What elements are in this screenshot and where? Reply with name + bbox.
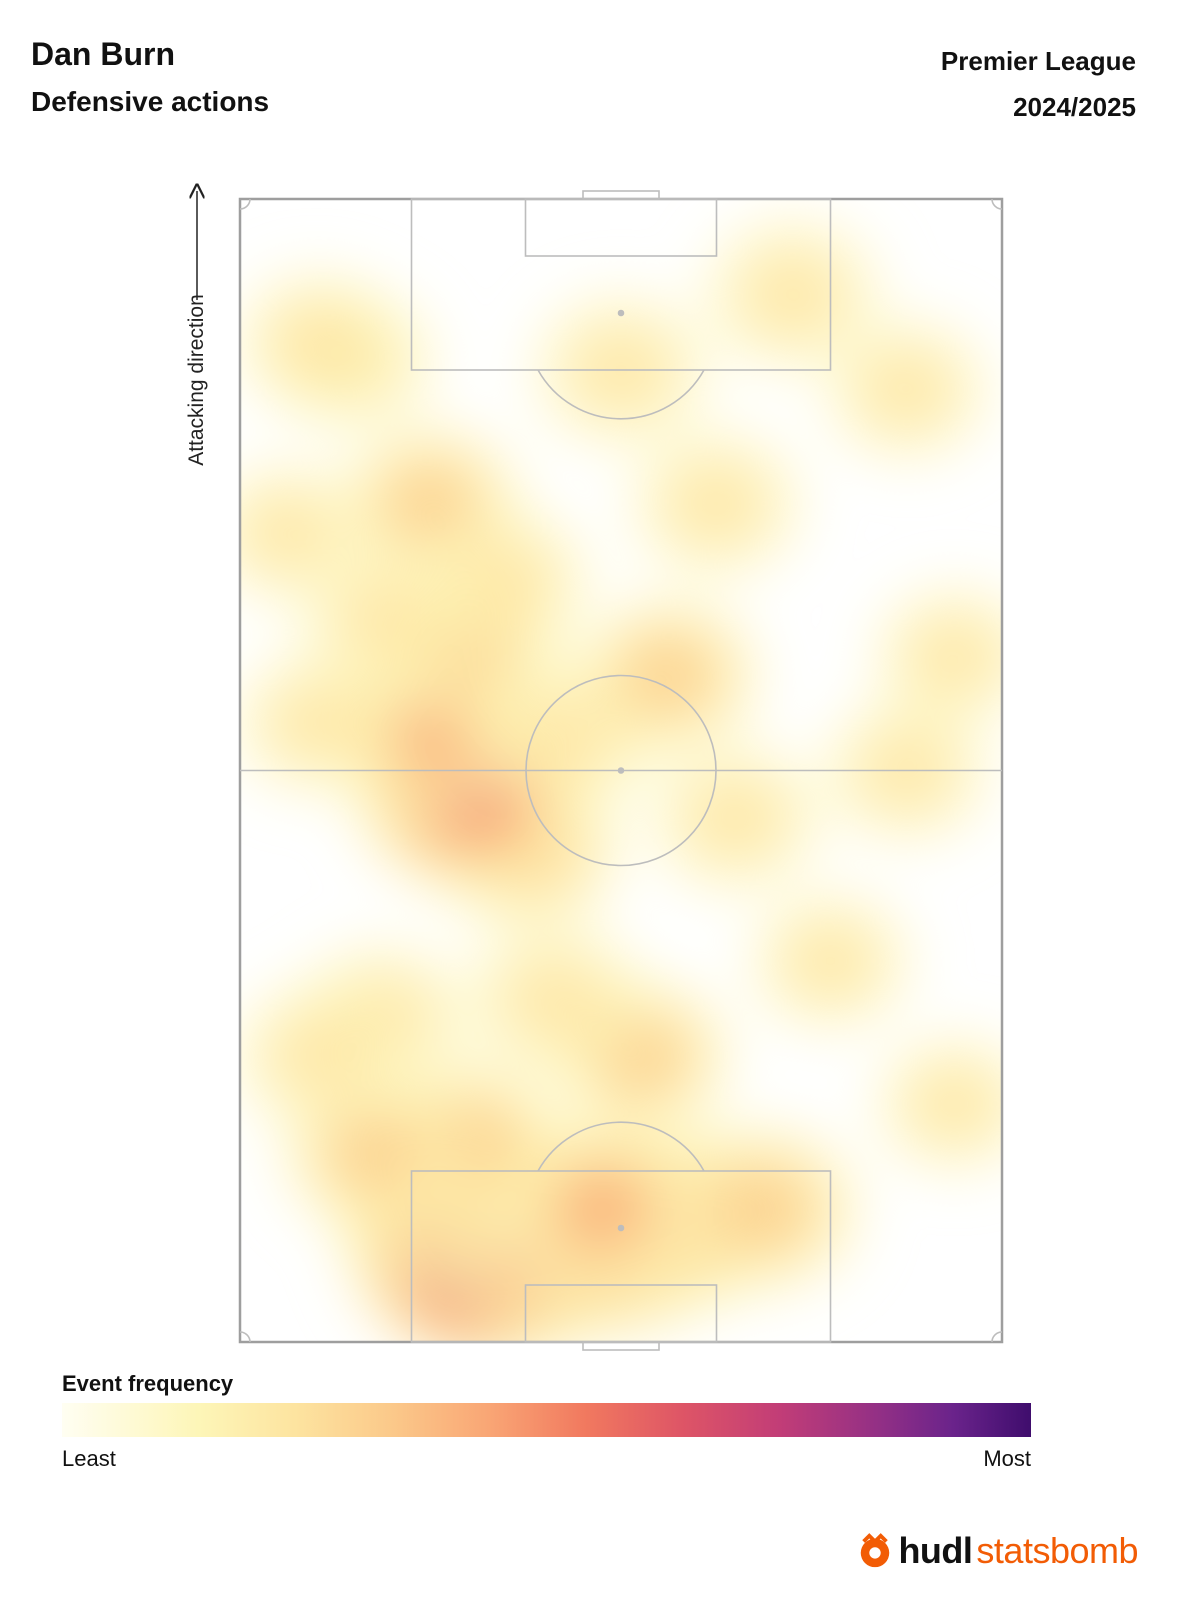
heat-spot-5-level-2 [721,1171,807,1246]
centre-circle [525,674,717,867]
legend-least-label: Least [62,1446,116,1471]
pitch-heatmap [0,0,1004,1351]
corner-arc-tl [239,198,251,210]
hudl-statsbomb-logo: hudl statsbomb [856,1530,1138,1572]
goal-top [582,190,660,200]
color-scale-bar [62,1403,1031,1437]
penalty-arc-bottom [537,1121,705,1172]
heat-spot-8-level-2 [332,1116,414,1187]
heat-spot-17-level-2 [628,640,710,711]
goal-bottom [582,1341,660,1351]
heat-layer [240,215,1002,1342]
legend-title: Event frequency [62,1371,234,1396]
heat-spot-28-level-1 [780,917,881,1005]
heat-spot-25-level-1 [856,345,958,434]
heat-spot-32-level-1 [266,298,366,386]
penalty-spot-bottom [617,1224,625,1232]
logo-text-hudl: hudl [898,1530,973,1571]
six-yard-box-top [524,198,718,257]
heat-spot-21-level-1 [331,573,435,663]
pitch-markings [238,190,1004,1351]
heat-spot-20-level-1 [455,535,559,625]
legend-most-label: Most [983,1446,1031,1471]
corner-arc-tr [991,198,1003,210]
corner-arc-br [991,1331,1003,1343]
heat-spot-34-level-1 [240,489,338,576]
heat-spot-19-level-2 [390,468,471,539]
penalty-spot-top [617,309,625,317]
heat-spot-31-level-1 [265,678,367,767]
logo-text-statsbomb: statsbomb [976,1530,1138,1571]
heat-spot-29-level-1 [905,1061,1002,1147]
heat-spot-4-level-3 [567,1178,637,1239]
season-label: 2024/2025 [1013,92,1136,122]
heat-spot-23-level-1 [737,246,848,342]
heat-spot-26-level-1 [904,612,1002,700]
metric-title: Defensive actions [31,86,270,117]
heat-spot-10-level-1 [498,950,610,1048]
penalty-arc-top [537,369,705,420]
centre-spot [617,767,625,774]
player-name: Dan Burn [31,36,175,72]
statsbomb-logo-icon [861,1533,890,1568]
heat-spot-18-level-1 [682,771,789,865]
competition-label: Premier League [940,46,1136,76]
heat-spot-33-level-1 [663,457,770,551]
heat-spot-30-level-1 [264,1011,368,1102]
corner-arc-bl [239,1331,251,1343]
